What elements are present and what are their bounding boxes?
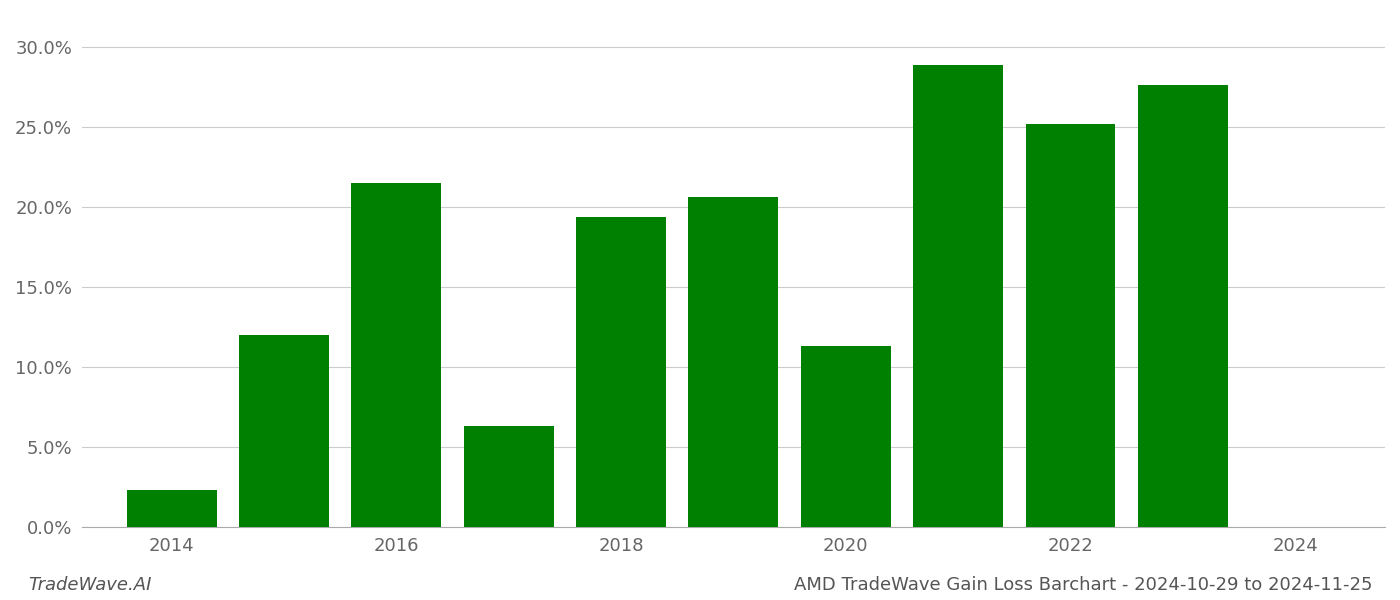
Bar <box>351 183 441 527</box>
Bar <box>689 197 778 527</box>
Bar <box>239 335 329 527</box>
Bar <box>127 490 217 527</box>
Bar <box>463 427 553 527</box>
Text: TradeWave.AI: TradeWave.AI <box>28 576 151 594</box>
Bar <box>1026 124 1116 527</box>
Bar <box>1138 85 1228 527</box>
Bar <box>913 65 1002 527</box>
Text: AMD TradeWave Gain Loss Barchart - 2024-10-29 to 2024-11-25: AMD TradeWave Gain Loss Barchart - 2024-… <box>794 576 1372 594</box>
Bar <box>577 217 666 527</box>
Bar <box>801 346 890 527</box>
